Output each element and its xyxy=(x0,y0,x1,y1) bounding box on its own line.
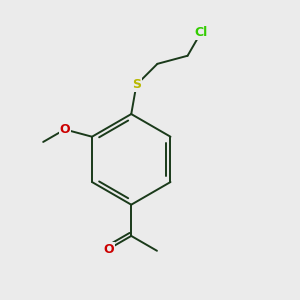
Text: S: S xyxy=(132,78,141,91)
Text: Cl: Cl xyxy=(194,26,208,39)
Text: O: O xyxy=(103,243,114,256)
Text: O: O xyxy=(59,123,70,136)
